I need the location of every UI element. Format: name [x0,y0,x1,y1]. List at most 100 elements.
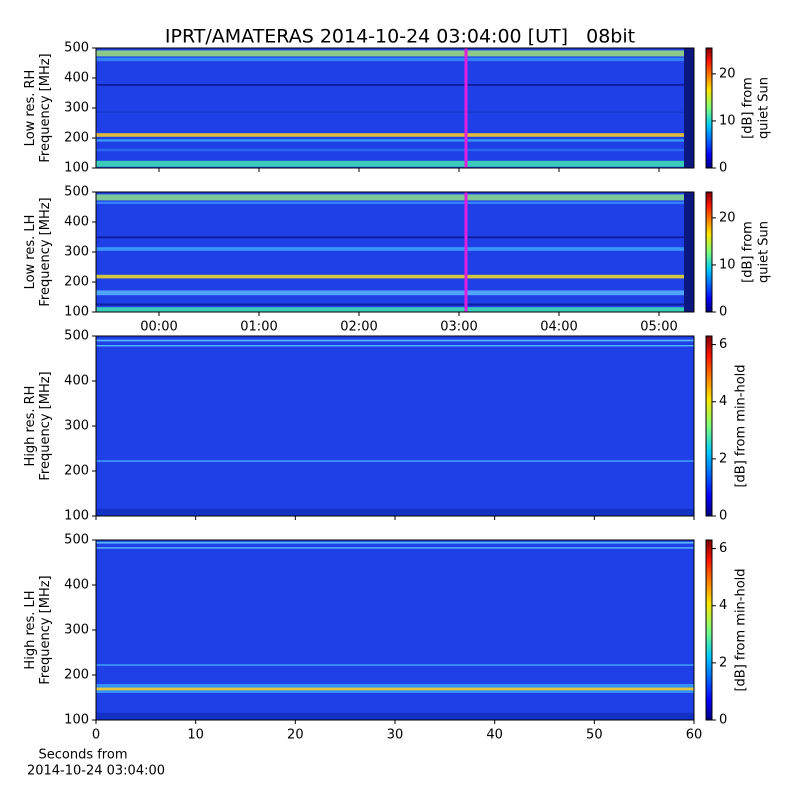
time-cursor [464,48,468,168]
x-tick-label: 60 [686,728,703,743]
colorbar-tick-label: 20 [719,66,736,81]
spectrogram [96,336,694,516]
spectrogram-band [96,84,694,86]
y-tick-label: 300 [64,245,89,260]
y-tick-label: 300 [64,623,89,638]
colorbar-tick-label: 20 [719,210,736,225]
y-tick-label: 400 [64,71,89,86]
spectrogram-band [96,160,694,167]
x-tick-label: 40 [486,728,503,743]
spectrogram-band [96,111,694,113]
x-axis-label: Seconds from [38,748,127,763]
spectrogram-band [96,236,694,239]
chart-title: IPRT/AMATERAS 2014-10-24 03:04:00 [UT] 0… [165,26,635,48]
x-tick-label: 00:00 [140,320,177,335]
x-tick-label: 10 [187,728,204,743]
colorbar [705,539,713,721]
colorbar-tick-label: 4 [719,394,727,409]
colorbar-label: quiet Sun [757,77,772,139]
colorbar-tick-label: 0 [719,161,727,176]
y-axis-label: Low res. RH [23,70,38,147]
y-tick-label: 100 [64,713,89,728]
colorbar-tick-label: 6 [719,541,727,556]
spectrogram-band [96,339,694,342]
spectrogram-band [96,508,694,516]
y-axis-label: High res. LH [23,590,38,669]
colorbar-label: quiet Sun [757,221,772,283]
x-tick-label: 0 [92,728,100,743]
spectrogram-band [96,712,694,720]
spectrogram-band [96,148,694,152]
colorbar-tick-label: 4 [719,598,727,613]
spectrogram-band [96,664,694,666]
colorbar-tick-label: 0 [719,713,727,728]
y-tick-label: 500 [64,185,89,200]
y-tick-label: 100 [64,509,89,524]
y-tick-label: 300 [64,419,89,434]
spectrogram-band [96,303,694,306]
spectrogram-edge [684,48,694,168]
x-tick-label: 01:00 [240,320,277,335]
x-tick-label: 30 [387,728,404,743]
time-cursor [464,192,468,312]
colorbar [705,47,713,169]
x-tick-label: 02:00 [340,320,377,335]
y-tick-label: 100 [64,305,89,320]
colorbar-tick-label: 2 [719,451,727,466]
colorbar-label: [dB] from min-hold [734,568,749,691]
y-tick-label: 100 [64,161,89,176]
colorbar [705,335,713,517]
spectrogram-band [96,687,694,691]
spectrogram-band [96,307,694,312]
spectrogram-band [96,460,694,462]
spectrogram-band [96,345,694,347]
spectrogram-band [96,57,694,62]
spectrogram-band [96,194,694,201]
spectrogram-edge [684,192,694,312]
y-tick-label: 400 [64,578,89,593]
colorbar-tick-label: 10 [719,257,736,272]
y-tick-label: 300 [64,101,89,116]
colorbar-tick-label: 0 [719,509,727,524]
y-tick-label: 200 [64,464,89,479]
x-tick-label: 03:00 [440,320,477,335]
x-tick-label: 04:00 [540,320,577,335]
x-tick-label: 05:00 [640,320,677,335]
spectrogram-band [96,50,694,57]
spectrogram-band [96,274,694,279]
y-tick-label: 200 [64,668,89,683]
y-axis-label: Frequency [MHz] [38,575,53,684]
y-tick-label: 500 [64,533,89,548]
colorbar-tick-label: 0 [719,305,727,320]
y-tick-label: 200 [64,131,89,146]
y-axis-label: Frequency [MHz] [38,371,53,480]
colorbar-label: [dB] from min-hold [734,364,749,487]
y-tick-label: 200 [64,275,89,290]
colorbar-tick-label: 10 [719,113,736,128]
spectrogram-band [96,247,694,251]
y-axis-label: Frequency [MHz] [38,53,53,162]
spectrogram-band [96,541,694,544]
y-tick-label: 400 [64,215,89,230]
spectrogram [96,48,694,168]
colorbar-label: [dB] from [741,77,756,139]
colorbar [705,191,713,313]
colorbar-tick-label: 2 [719,655,727,670]
spectrogram-band [96,547,694,549]
y-axis-label: Low res. LH [23,215,38,290]
colorbar-label: [dB] from [741,221,756,283]
colorbar-tick-label: 6 [719,337,727,352]
spectrogram-band [96,290,694,296]
x-tick-label: 50 [586,728,603,743]
y-tick-label: 500 [64,329,89,344]
y-axis-label: Frequency [MHz] [38,197,53,306]
spectrogram-band [96,133,694,137]
y-tick-label: 500 [64,41,89,56]
x-tick-label: 20 [287,728,304,743]
spectrogram-band [96,139,694,142]
spectrogram-band [96,201,694,204]
y-tick-label: 400 [64,374,89,389]
y-axis-label: High res. RH [23,386,38,467]
